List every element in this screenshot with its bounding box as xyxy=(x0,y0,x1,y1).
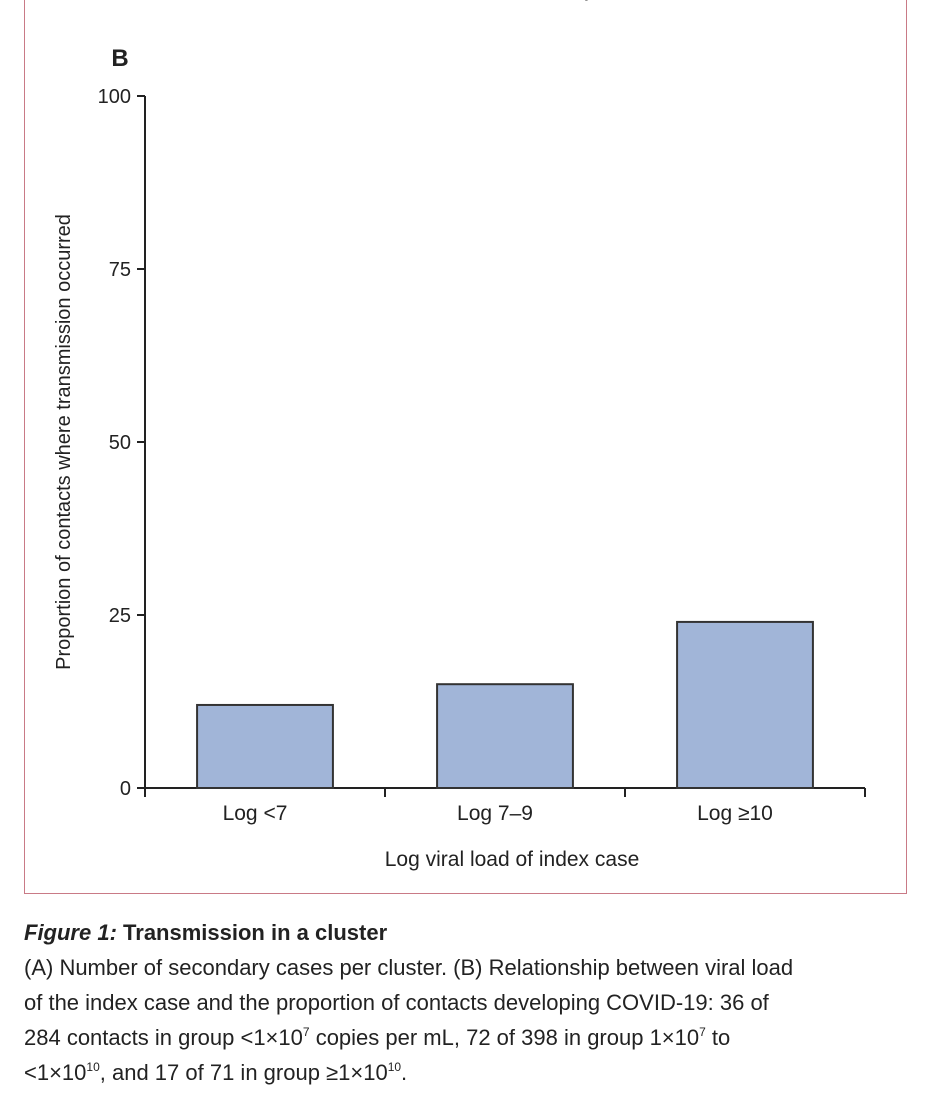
caption-text: <1×10 xyxy=(24,1060,87,1085)
caption-text: (A) Number of secondary cases per cluste… xyxy=(24,955,794,980)
y-tick-label: 25 xyxy=(109,605,131,627)
figure-title: Transmission in a cluster xyxy=(123,920,388,945)
caption-heading: Figure 1: Transmission in a cluster xyxy=(24,915,904,950)
figure-frame xyxy=(24,0,907,894)
caption-text: 284 contacts in group <1×10 xyxy=(24,1025,303,1050)
bar xyxy=(196,703,334,790)
bar xyxy=(436,683,574,790)
caption-text: . xyxy=(401,1060,408,1085)
chart: Number of secondary cases B Proportion o… xyxy=(53,0,866,871)
y-axis-label: Proportion of contacts where transmissio… xyxy=(53,214,75,670)
y-tick-label: 50 xyxy=(109,432,131,454)
superscript: 10 xyxy=(86,1060,100,1074)
caption: Figure 1: Transmission in a cluster (A) … xyxy=(24,915,904,1090)
superscript: 10 xyxy=(387,1060,402,1074)
x-tick-label: Log 7–9 xyxy=(457,802,533,825)
caption-line: <1×1010, and 17 of 71 in group ≥1×1010. xyxy=(24,1055,904,1090)
y-tick-label: 75 xyxy=(109,259,131,281)
caption-line: of the index case and the proportion of … xyxy=(24,985,904,1020)
x-tick-label: Log <7 xyxy=(223,802,288,825)
superscript: 7 xyxy=(302,1025,310,1039)
caption-text: copies per mL, 72 of 398 in group 1×10 xyxy=(309,1025,700,1050)
caption-line: 284 contacts in group <1×107 copies per … xyxy=(24,1020,904,1055)
caption-text: , and 17 of 71 in group ≥1×10 xyxy=(99,1060,388,1085)
y-tick-label: 0 xyxy=(120,778,131,800)
panel-a-label: Number of secondary cases xyxy=(394,0,655,1)
panel-label: B xyxy=(111,45,128,72)
figure-label: Figure 1: xyxy=(24,920,117,945)
caption-text: of the index case and the proportion of … xyxy=(24,990,769,1015)
caption-text: to xyxy=(705,1025,731,1050)
y-tick-label: 100 xyxy=(98,86,131,108)
caption-line: (A) Number of secondary cases per cluste… xyxy=(24,950,904,985)
bar xyxy=(676,620,814,789)
x-tick-label: Log ≥10 xyxy=(697,802,773,825)
x-axis-label: Log viral load of index case xyxy=(385,848,640,871)
superscript: 7 xyxy=(699,1025,706,1039)
